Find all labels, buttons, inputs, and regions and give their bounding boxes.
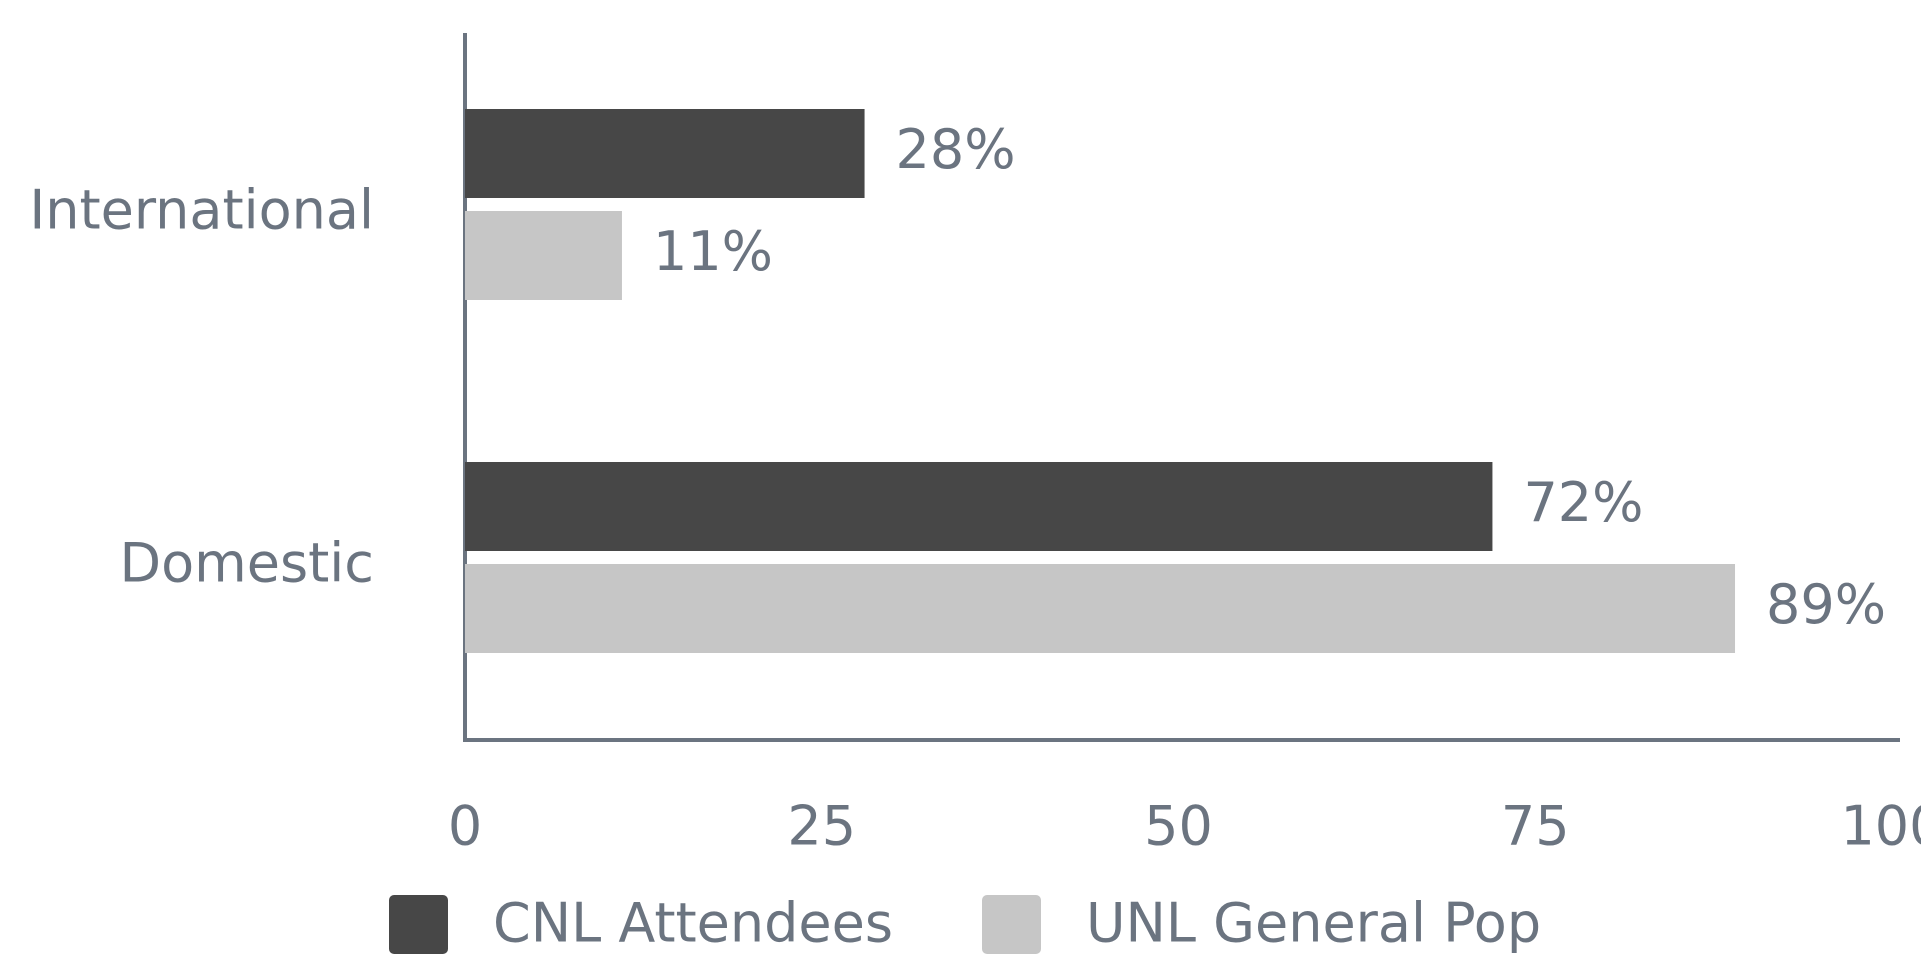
x-tick-label: 50 (1144, 795, 1213, 858)
bar (465, 564, 1736, 653)
x-tick-label: 75 (1501, 795, 1570, 858)
x-tick-label: 0 (448, 795, 482, 858)
legend-swatch (982, 895, 1041, 954)
legend-swatch (389, 895, 448, 954)
value-label: 89% (1766, 573, 1886, 636)
legend-label: CNL Attendees (493, 892, 893, 955)
bar (465, 211, 622, 300)
y-tick-label: Domestic (120, 532, 374, 595)
bar (465, 109, 865, 198)
y-tick-label: International (29, 179, 374, 242)
value-label: 11% (653, 220, 773, 283)
value-label: 28% (896, 118, 1016, 181)
x-tick-label: 25 (787, 795, 856, 858)
x-tick-label: 100 (1840, 795, 1921, 858)
bar (465, 462, 1493, 551)
value-label: 72% (1523, 471, 1643, 534)
legend-label: UNL General Pop (1086, 892, 1541, 955)
